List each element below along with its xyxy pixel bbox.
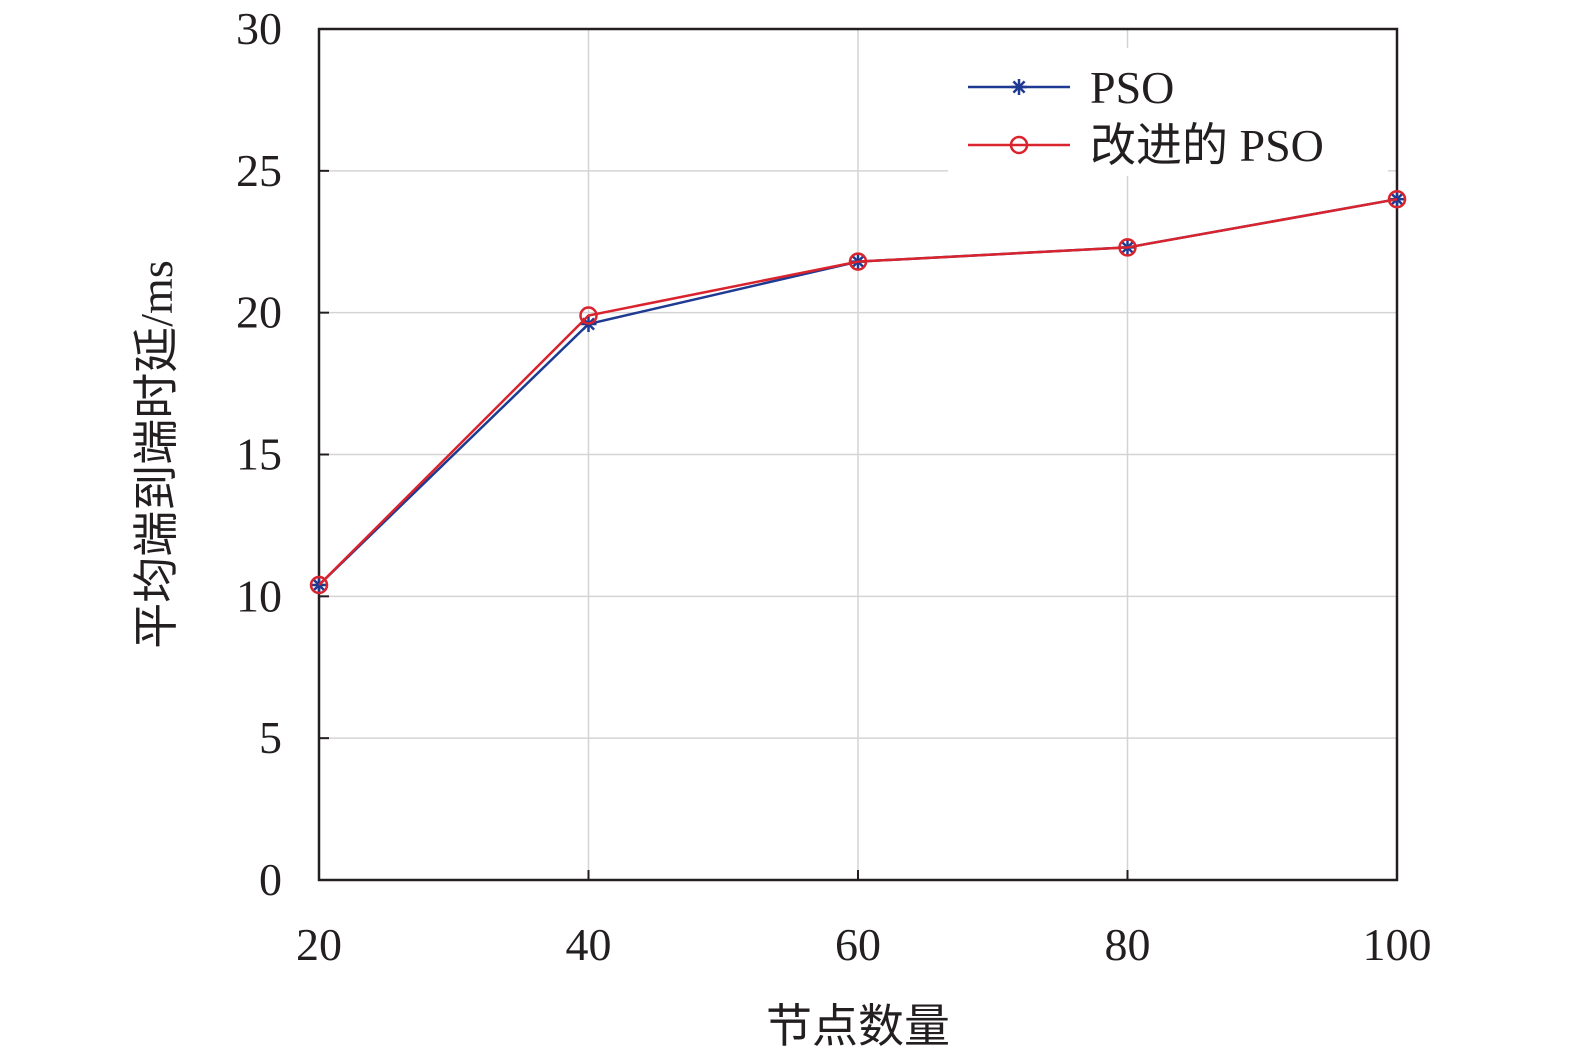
y-axis-title: 平均端到端时延/ms [131, 260, 182, 648]
axes [317, 27, 1399, 882]
data-point [1118, 238, 1137, 257]
y-tick-label: 0 [259, 854, 282, 905]
data-point [848, 252, 868, 271]
data-point [579, 306, 598, 325]
y-tick-label: 30 [236, 3, 282, 54]
data-point [309, 575, 329, 595]
x-tick-labels: 20 40 60 80 100 [296, 919, 1432, 970]
y-tick-labels: 0 5 10 15 20 25 30 [236, 3, 282, 905]
y-tick-label: 10 [236, 570, 282, 621]
x-tick-label: 80 [1105, 919, 1151, 970]
circle-marker [1009, 135, 1029, 155]
asterisk-marker [1011, 79, 1027, 95]
y-tick-label: 20 [236, 287, 282, 338]
series-layer [309, 189, 1407, 595]
x-tick-label: 40 [566, 919, 612, 970]
y-tick-label: 25 [236, 145, 282, 196]
legend: PSO 改进的 PSO [948, 48, 1388, 176]
legend-label: PSO [1090, 62, 1174, 113]
legend-item: PSO [968, 62, 1174, 113]
x-axis-title: 节点数量 [766, 1001, 950, 1052]
x-tick-label: 20 [296, 919, 342, 970]
legend-box [948, 48, 1388, 176]
y-tick-label: 5 [259, 712, 282, 763]
y-tick-label: 15 [236, 429, 282, 480]
x-tick-label: 60 [835, 919, 881, 970]
legend-label: 改进的 PSO [1090, 120, 1324, 171]
x-tick-label: 100 [1363, 919, 1432, 970]
series-line [318, 197, 1398, 586]
data-point [1387, 189, 1407, 209]
series-improved-pso [309, 189, 1407, 595]
legend-item: 改进的 PSO [968, 120, 1324, 171]
